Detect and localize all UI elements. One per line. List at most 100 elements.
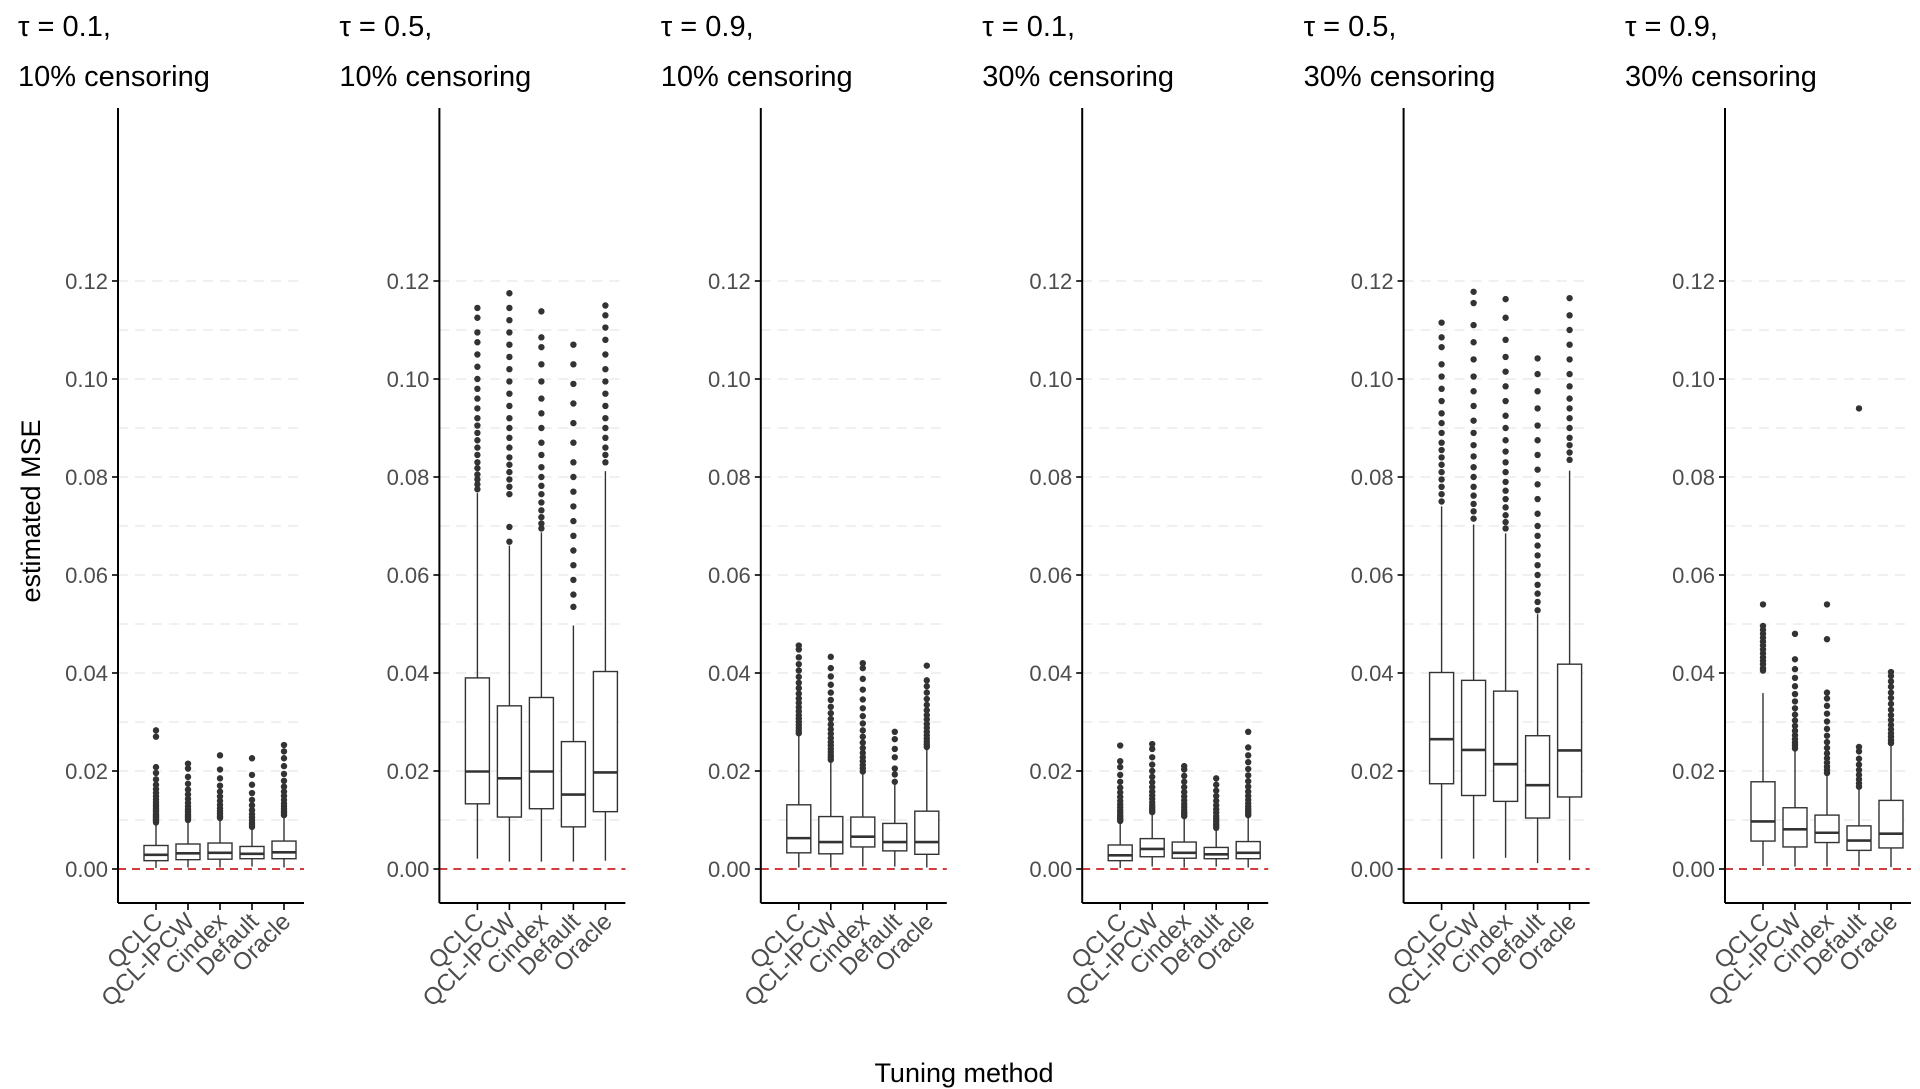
outlier-point <box>1245 788 1252 795</box>
outlier-point <box>827 709 834 717</box>
box-iqr <box>914 810 940 855</box>
outlier-point <box>538 395 545 402</box>
outlier-point <box>1438 446 1445 454</box>
outlier-point <box>1502 487 1509 494</box>
outlier-point <box>1534 562 1541 569</box>
box-iqr <box>1460 679 1487 797</box>
y-tick-label: 0.12 <box>1351 269 1394 294</box>
y-tick-label: 0.06 <box>65 563 108 588</box>
outlier-point <box>184 765 192 772</box>
outlier-point <box>1502 437 1509 444</box>
outlier-point <box>570 503 577 510</box>
outlier-point <box>538 308 545 315</box>
outlier-point <box>923 701 930 709</box>
outlier-point <box>1149 745 1156 753</box>
outlier-point <box>248 781 256 788</box>
outlier-point <box>1470 500 1477 508</box>
outlier-point <box>216 766 224 773</box>
outlier-point <box>827 664 834 672</box>
outlier-point <box>795 654 802 661</box>
outlier-point <box>474 314 481 321</box>
y-tick-label: 0.02 <box>1672 759 1715 784</box>
outlier-point <box>795 690 802 697</box>
box-iqr <box>1428 671 1455 785</box>
outlier-point <box>184 786 192 793</box>
outlier-point <box>1470 339 1477 346</box>
facet-title-censoring: 30% censoring <box>1625 61 1817 93</box>
outlier-point <box>506 341 513 348</box>
outlier-point <box>1887 694 1895 702</box>
outlier-point <box>1502 314 1509 321</box>
outlier-point <box>152 776 160 783</box>
outlier-point <box>891 735 898 743</box>
outlier-point <box>1470 299 1477 307</box>
y-tick-label: 0.12 <box>1029 269 1072 294</box>
outlier-point <box>1887 706 1895 713</box>
outlier-point <box>280 792 288 800</box>
outlier-point <box>570 439 577 446</box>
outlier-point <box>859 733 866 740</box>
outlier-point <box>859 664 866 672</box>
outlier-point <box>1823 635 1831 643</box>
outlier-point <box>1117 758 1124 765</box>
outlier-point <box>1887 683 1895 690</box>
outlier-point <box>1791 732 1799 739</box>
outlier-point <box>602 302 609 309</box>
outlier-point <box>1566 341 1573 348</box>
outlier-point <box>1470 356 1477 363</box>
outlier-point <box>248 789 256 797</box>
outlier-point <box>827 689 834 696</box>
outlier-point <box>1534 598 1541 606</box>
outlier-point <box>1438 343 1445 351</box>
outlier-point <box>184 795 192 803</box>
outlier-point <box>1117 771 1124 779</box>
outlier-point <box>1566 405 1573 412</box>
outlier-point <box>1438 490 1445 498</box>
outlier-point <box>1791 727 1799 735</box>
outlier-point <box>570 576 577 584</box>
outlier-point <box>1149 767 1156 775</box>
outlier-point <box>570 488 577 495</box>
facet-panel: τ = 0.1, 10% censoring 0.00 0.02 0.04 0.06 0.0… <box>18 11 304 1012</box>
outlier-point <box>1855 771 1863 779</box>
outlier-point <box>1887 668 1895 676</box>
outlier-point <box>474 339 481 346</box>
y-tick-label: 0.04 <box>1029 661 1072 686</box>
outlier-point <box>248 755 256 762</box>
outlier-point <box>1855 766 1863 774</box>
outlier-point <box>474 451 481 459</box>
outlier-point <box>538 439 545 446</box>
outlier-point <box>1470 373 1477 380</box>
outlier-point <box>474 422 481 429</box>
outlier-point <box>795 660 802 668</box>
outlier-point <box>570 603 577 611</box>
y-tick-label: 0.12 <box>708 269 751 294</box>
y-tick-label: 0.10 <box>387 367 430 392</box>
outlier-point <box>1438 429 1445 437</box>
outlier-point <box>1438 461 1445 468</box>
outlier-point <box>891 765 898 772</box>
facet-title-censoring: 30% censoring <box>982 61 1174 93</box>
outlier-point <box>1502 412 1509 419</box>
outlier-point <box>1534 542 1541 549</box>
box-iqr <box>1171 841 1197 859</box>
box-iqr <box>1782 807 1808 848</box>
outlier-point <box>538 507 545 514</box>
y-tick-label: 0.06 <box>387 563 430 588</box>
outlier-point <box>1887 700 1895 708</box>
outlier-point <box>280 783 288 790</box>
outlier-point <box>506 483 513 490</box>
outlier-point <box>570 517 577 525</box>
outlier-point <box>1534 370 1541 378</box>
outlier-point <box>1823 695 1831 702</box>
outlier-point <box>1566 383 1573 390</box>
outlier-point <box>1438 361 1445 368</box>
outlier-point <box>891 728 898 735</box>
outlier-point <box>1502 459 1509 466</box>
outlier-point <box>474 385 481 392</box>
outlier-point <box>1823 738 1831 746</box>
outlier-point <box>474 471 481 478</box>
outlier-point <box>1245 744 1252 751</box>
outlier-point <box>923 689 930 696</box>
outlier-point <box>827 734 834 742</box>
